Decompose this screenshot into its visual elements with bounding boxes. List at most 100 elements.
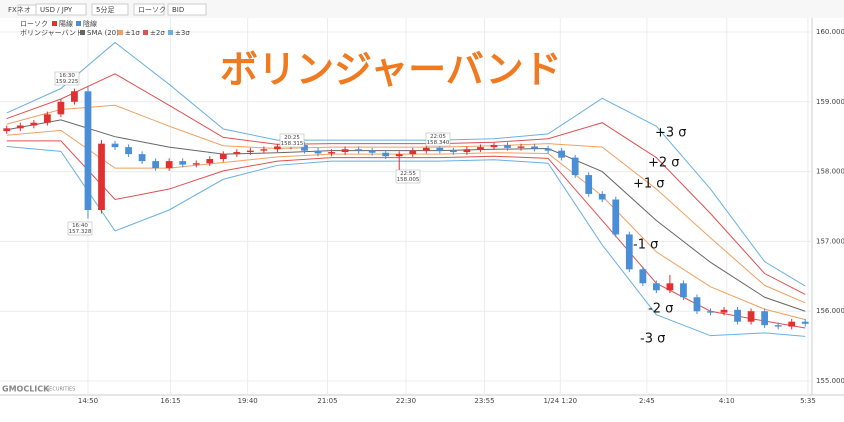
candle-body [707, 311, 714, 313]
candle-body [436, 147, 444, 151]
interval-select[interactable] [91, 3, 129, 16]
candle-body [355, 149, 363, 151]
annotation-price: 158.315 [281, 141, 304, 147]
toolbar [0, 0, 844, 18]
candle-body [612, 199, 620, 235]
legend-swatch [143, 30, 148, 35]
candle-body [585, 175, 593, 194]
candle-body [84, 91, 92, 210]
candle-body [504, 145, 511, 148]
legend-text: ±3σ [175, 29, 190, 37]
annotation-price: 158.340 [427, 140, 450, 146]
candle-body [490, 145, 498, 148]
candle-body [165, 161, 173, 169]
candle-body [531, 146, 538, 149]
candle-body [368, 150, 376, 153]
candle-body [301, 145, 308, 151]
candle-body [463, 149, 471, 153]
candle-body [30, 122, 38, 126]
legend-text: 陰線 [83, 19, 97, 28]
annotation-box [279, 133, 305, 148]
candle-body [544, 148, 552, 151]
candle-body [801, 321, 809, 324]
candle-body [125, 147, 132, 155]
band-line [6, 104, 806, 304]
legend: ローソク 陽線 陰線 ボリンジャーバンド SMA (20) ±1σ ±2σ ±3… [20, 19, 190, 37]
annotation-time: 22:05 [430, 134, 446, 140]
candle-body [734, 309, 741, 322]
legend-swatch [80, 30, 85, 35]
candle-body [449, 150, 457, 153]
product: FXネオ [8, 6, 31, 14]
candle-body [571, 157, 579, 176]
candle-body [314, 150, 322, 154]
annotation-time: 20:25 [284, 135, 300, 141]
legend-text: SMA (20) [87, 29, 119, 37]
style-select[interactable] [133, 3, 165, 16]
candle-body [43, 114, 51, 123]
candle-body [477, 147, 484, 150]
legend-text: ±2σ [150, 29, 165, 37]
candle-body [206, 159, 214, 164]
candle-body [639, 269, 647, 284]
candle-body [422, 147, 430, 151]
sigma-label: -2 σ [648, 302, 673, 317]
logo-sub: SECURITIES [46, 387, 75, 393]
candle-body [246, 150, 254, 153]
candle-body [219, 154, 227, 160]
candle-body [409, 150, 417, 155]
x-tick-label: 2:45 [639, 397, 655, 405]
candle-body [761, 311, 769, 326]
candle-body [341, 149, 349, 153]
annotation-box [54, 71, 80, 86]
candle-body [774, 325, 782, 327]
pair: USD / JPY [40, 6, 73, 14]
legend-swatch [76, 21, 81, 26]
candle-body [720, 309, 728, 313]
y-tick-label: 156.000 [816, 307, 844, 315]
x-tick-label: 19:40 [238, 397, 258, 405]
y-tick-label: 158.000 [816, 168, 844, 176]
legend-text: 陽線 [59, 19, 73, 28]
side-select[interactable] [167, 3, 207, 16]
candle-body [233, 152, 241, 155]
sigma-label: +3 σ [655, 126, 687, 141]
x-tick-label: 5:35 [800, 397, 816, 405]
legend-swatch [52, 21, 57, 26]
candle-body [98, 143, 105, 210]
annotation-box [395, 169, 421, 184]
candle-body [788, 321, 796, 327]
candle-body [625, 234, 633, 270]
candle-body [517, 146, 525, 148]
annotation-time: 22:55 [400, 171, 416, 177]
legend-swatch [168, 30, 173, 35]
candle-body [598, 193, 606, 200]
legend-text: ローソク [20, 20, 48, 28]
candle-body [3, 128, 11, 132]
x-tick-label: 22:30 [396, 397, 416, 405]
candle-body [693, 297, 701, 312]
legend-swatch [118, 30, 123, 35]
candle-body [260, 149, 268, 151]
candle-body [652, 283, 660, 291]
candle-body [179, 161, 187, 165]
y-tick-label: 155.000 [816, 377, 844, 385]
band-line [6, 73, 806, 295]
x-tick-label: 23:55 [474, 397, 494, 405]
annotation-box [425, 132, 451, 147]
candle-body [111, 143, 119, 148]
candle-body [192, 163, 200, 165]
sigma-label: -1 σ [633, 238, 658, 253]
sigma-label: +2 σ [648, 156, 680, 171]
annotation-time: 16:30 [59, 73, 75, 79]
x-tick-label: 14:50 [78, 397, 98, 405]
pair-select[interactable] [35, 3, 87, 16]
candle-body [680, 283, 687, 298]
candle-body [395, 154, 403, 157]
x-tick-label: 21:05 [317, 397, 337, 405]
x-tick-label: 1/24 1:20 [543, 397, 577, 405]
candle-body [558, 150, 566, 158]
candle-body [747, 311, 755, 322]
candle-body [138, 154, 146, 162]
